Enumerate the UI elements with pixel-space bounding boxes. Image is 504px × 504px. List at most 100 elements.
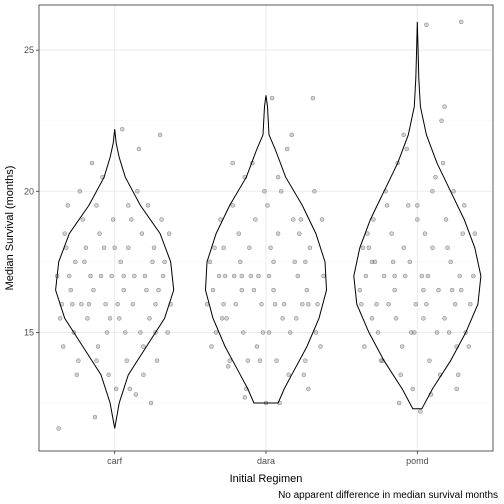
data-point xyxy=(442,316,447,321)
data-point xyxy=(129,217,134,222)
data-point xyxy=(124,358,130,363)
data-point xyxy=(445,245,450,251)
data-point xyxy=(310,95,316,101)
data-point xyxy=(157,132,163,138)
data-point xyxy=(307,245,313,251)
data-point xyxy=(297,231,302,236)
data-point xyxy=(404,146,409,152)
data-point xyxy=(247,245,252,251)
data-point xyxy=(427,358,432,363)
data-point xyxy=(300,301,305,307)
data-point xyxy=(409,330,414,335)
data-point xyxy=(248,273,254,279)
data-point xyxy=(458,287,464,293)
data-point xyxy=(375,330,381,335)
data-point xyxy=(85,316,90,321)
jittered-points xyxy=(54,19,478,431)
data-point xyxy=(253,217,258,222)
gridlines xyxy=(39,5,493,451)
data-point xyxy=(372,259,378,265)
data-point xyxy=(115,301,120,307)
data-point xyxy=(57,316,63,321)
data-point xyxy=(292,259,298,265)
data-point xyxy=(430,245,435,251)
data-point xyxy=(94,358,99,363)
data-point xyxy=(271,287,276,293)
data-point xyxy=(384,203,390,208)
data-point xyxy=(109,273,114,279)
data-point xyxy=(121,273,126,279)
data-point xyxy=(374,301,379,307)
data-point xyxy=(286,372,291,378)
data-point xyxy=(126,203,131,208)
data-point xyxy=(113,386,119,392)
data-point xyxy=(457,273,462,279)
data-point xyxy=(415,217,420,222)
data-point xyxy=(209,344,214,349)
data-point xyxy=(413,301,419,307)
data-point xyxy=(141,372,146,378)
data-point xyxy=(401,132,406,138)
data-point xyxy=(165,330,170,335)
data-point xyxy=(455,372,461,378)
data-point xyxy=(257,358,263,363)
data-point xyxy=(225,364,231,369)
data-point xyxy=(151,245,157,251)
data-point xyxy=(241,330,246,335)
data-point xyxy=(301,372,307,378)
data-point xyxy=(269,95,275,101)
axes: 15 20 25 carf dara pomd xyxy=(24,45,429,466)
data-point xyxy=(433,174,438,180)
data-point xyxy=(60,344,66,349)
data-point xyxy=(153,301,158,307)
data-point xyxy=(150,259,155,265)
data-point xyxy=(238,259,243,265)
data-point xyxy=(304,287,310,293)
data-point xyxy=(245,358,251,363)
data-point xyxy=(265,203,270,208)
data-point xyxy=(92,414,98,420)
data-point xyxy=(166,231,172,236)
data-point xyxy=(315,301,320,307)
data-point xyxy=(222,273,228,279)
data-point xyxy=(472,231,478,236)
data-point xyxy=(56,426,61,431)
data-point xyxy=(275,231,281,236)
data-point xyxy=(275,174,281,180)
data-point xyxy=(230,160,235,166)
data-point xyxy=(318,344,323,349)
data-point xyxy=(97,231,102,236)
violin-pomd xyxy=(353,21,482,410)
data-point xyxy=(272,301,278,307)
data-point xyxy=(103,301,108,307)
data-point xyxy=(68,287,74,293)
data-point xyxy=(359,301,364,307)
data-point xyxy=(398,372,403,378)
data-point xyxy=(83,245,89,251)
data-point xyxy=(363,273,369,279)
data-point xyxy=(452,301,458,307)
x-axis-title: Initial Regimen xyxy=(230,473,303,485)
data-point xyxy=(360,245,366,251)
data-point xyxy=(371,217,376,222)
data-point xyxy=(449,287,455,293)
data-point xyxy=(89,160,95,166)
data-point xyxy=(236,231,242,236)
data-point xyxy=(156,287,161,293)
data-point xyxy=(412,330,417,335)
data-point xyxy=(442,104,447,109)
y-tick-label: 15 xyxy=(24,327,34,337)
data-point xyxy=(216,273,222,279)
data-point xyxy=(127,386,133,392)
data-point xyxy=(221,245,226,251)
data-point xyxy=(233,301,238,307)
data-point xyxy=(145,203,151,208)
chart-caption: No apparent difference in median surviva… xyxy=(278,490,498,501)
data-point xyxy=(448,259,453,265)
data-point xyxy=(74,372,80,378)
data-point xyxy=(421,316,426,321)
data-point xyxy=(274,358,279,363)
data-point xyxy=(121,287,126,293)
data-point xyxy=(402,273,408,279)
data-point xyxy=(461,203,467,208)
